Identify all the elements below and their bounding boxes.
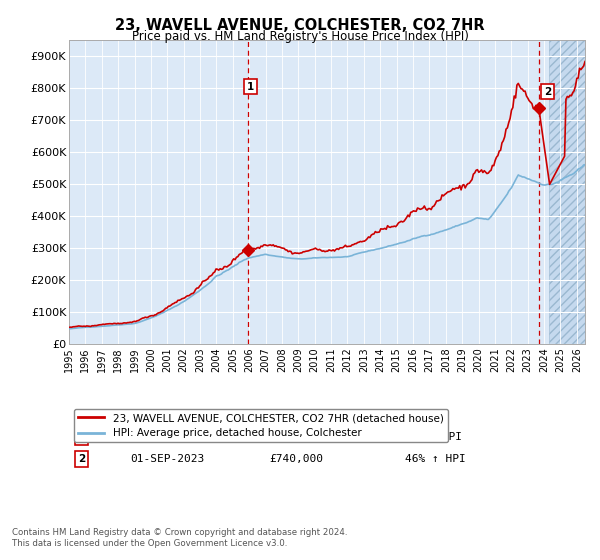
Legend: 23, WAVELL AVENUE, COLCHESTER, CO2 7HR (detached house), HPI: Average price, det: 23, WAVELL AVENUE, COLCHESTER, CO2 7HR (… [74, 409, 448, 442]
Text: 2: 2 [544, 87, 551, 96]
Text: 09-DEC-2005: 09-DEC-2005 [130, 432, 204, 442]
Text: 9% ↑ HPI: 9% ↑ HPI [409, 432, 463, 442]
Bar [549, 40, 585, 344]
Text: Contains HM Land Registry data © Crown copyright and database right 2024.
This d: Contains HM Land Registry data © Crown c… [12, 528, 347, 548]
Text: 1: 1 [78, 432, 86, 442]
Text: Price paid vs. HM Land Registry's House Price Index (HPI): Price paid vs. HM Land Registry's House … [131, 30, 469, 43]
Text: 01-SEP-2023: 01-SEP-2023 [130, 454, 204, 464]
Text: 23, WAVELL AVENUE, COLCHESTER, CO2 7HR: 23, WAVELL AVENUE, COLCHESTER, CO2 7HR [115, 18, 485, 33]
Text: £295,000: £295,000 [269, 432, 323, 442]
Text: 1: 1 [247, 82, 254, 92]
Text: 2: 2 [78, 454, 86, 464]
Text: £740,000: £740,000 [269, 454, 323, 464]
Text: 46% ↑ HPI: 46% ↑ HPI [405, 454, 466, 464]
